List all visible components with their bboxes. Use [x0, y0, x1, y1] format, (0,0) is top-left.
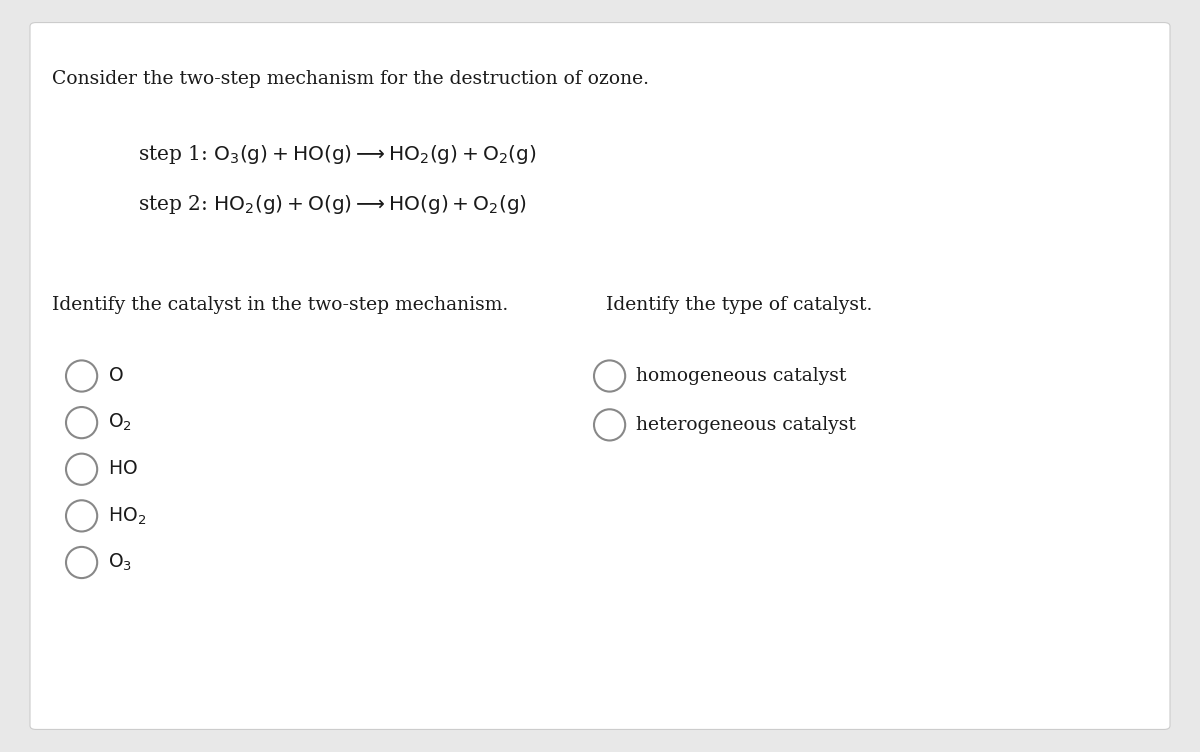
- Text: Identify the catalyst in the two-step mechanism.: Identify the catalyst in the two-step me…: [52, 296, 508, 314]
- Text: $\mathrm{HO_2}$: $\mathrm{HO_2}$: [108, 505, 146, 526]
- Text: $\mathrm{HO}$: $\mathrm{HO}$: [108, 460, 138, 478]
- Text: Identify the type of catalyst.: Identify the type of catalyst.: [606, 296, 872, 314]
- Text: Consider the two-step mechanism for the destruction of ozone.: Consider the two-step mechanism for the …: [52, 70, 649, 88]
- Text: step 1: $\mathrm{O_3(g) + HO(g) \longrightarrow HO_2(g) + O_2(g)}$: step 1: $\mathrm{O_3(g) + HO(g) \longrig…: [138, 143, 536, 165]
- Text: $\mathrm{O}$: $\mathrm{O}$: [108, 367, 124, 385]
- Text: step 2: $\mathrm{HO_2(g) + O(g) \longrightarrow HO(g) + O_2(g)}$: step 2: $\mathrm{HO_2(g) + O(g) \longrig…: [138, 193, 527, 216]
- Text: heterogeneous catalyst: heterogeneous catalyst: [636, 416, 856, 434]
- FancyBboxPatch shape: [30, 23, 1170, 729]
- Text: $\mathrm{O_3}$: $\mathrm{O_3}$: [108, 552, 132, 573]
- Text: $\mathrm{O_2}$: $\mathrm{O_2}$: [108, 412, 132, 433]
- Text: homogeneous catalyst: homogeneous catalyst: [636, 367, 846, 385]
